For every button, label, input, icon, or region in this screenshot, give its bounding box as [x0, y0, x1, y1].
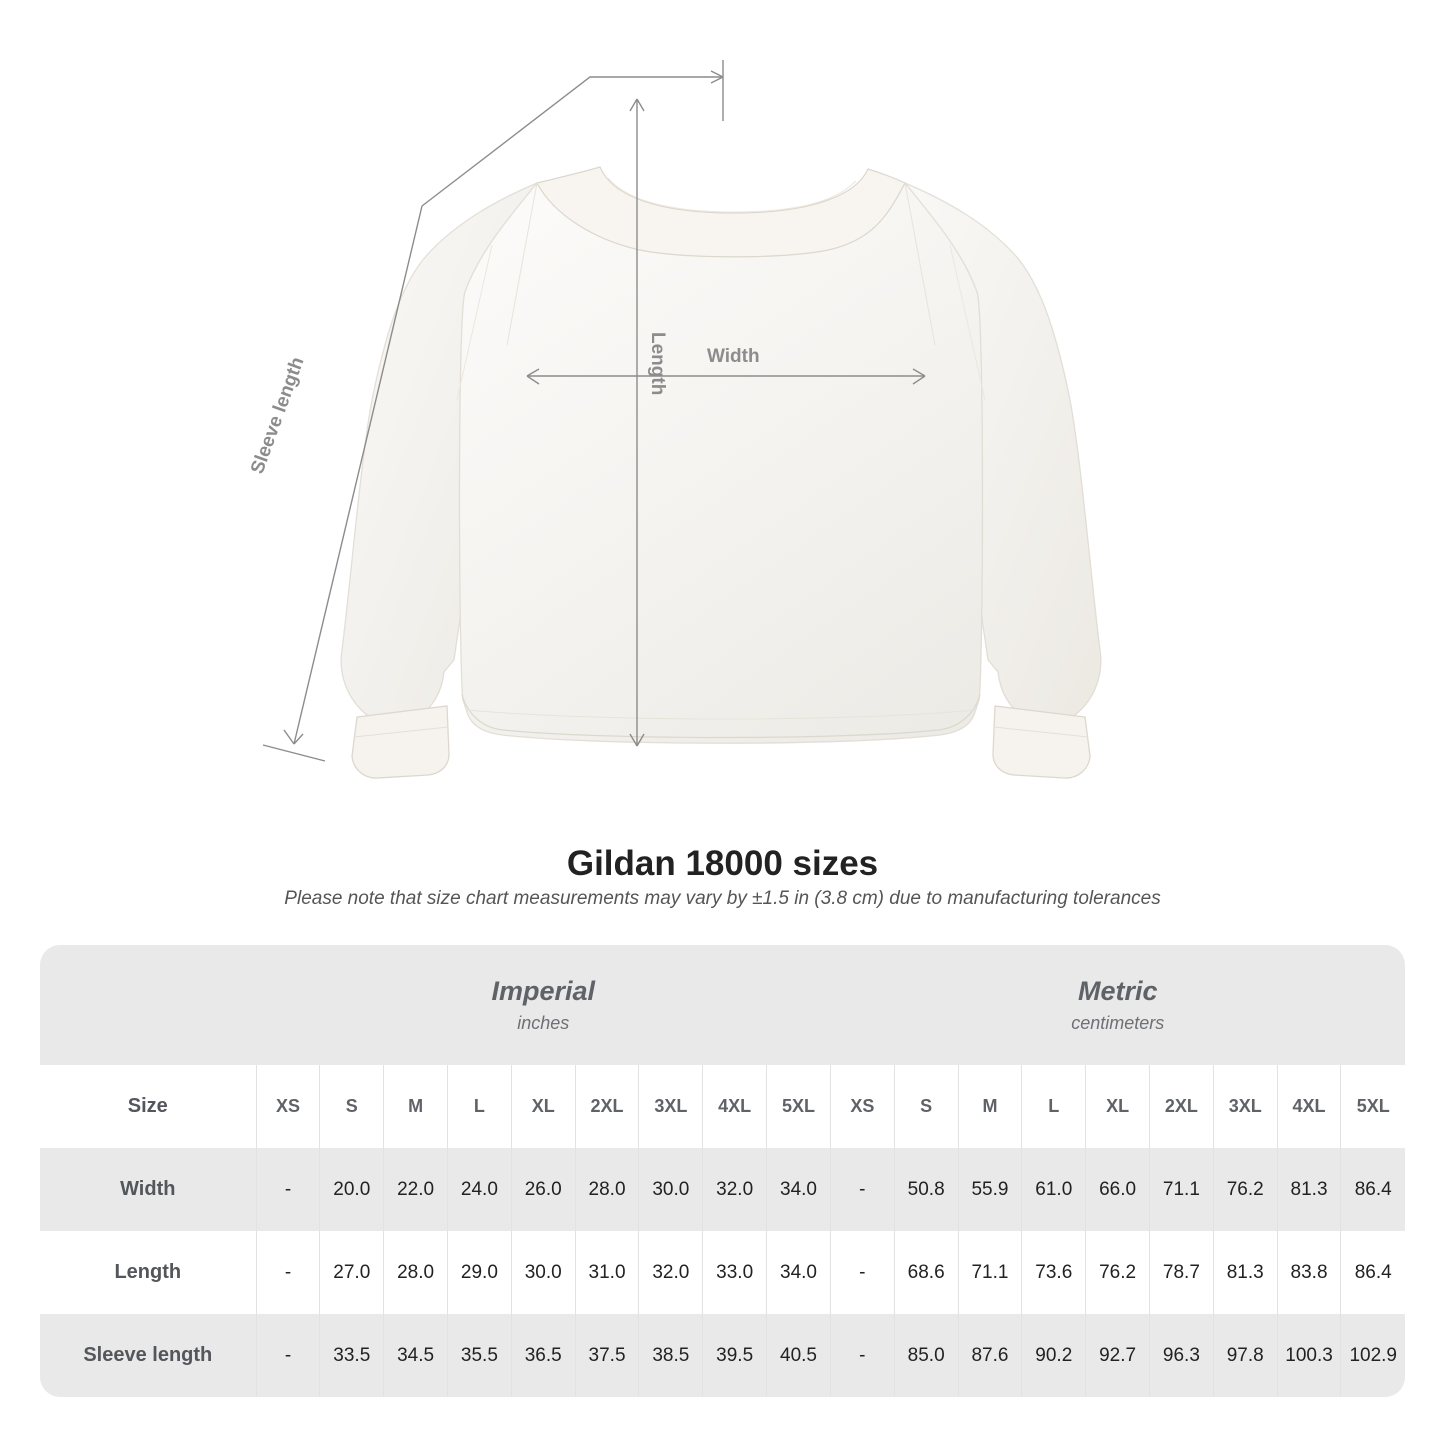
- svg-text:Sleeve length: Sleeve length: [247, 354, 309, 476]
- svg-text:Width: Width: [707, 346, 760, 367]
- svg-text:Length: Length: [647, 332, 668, 395]
